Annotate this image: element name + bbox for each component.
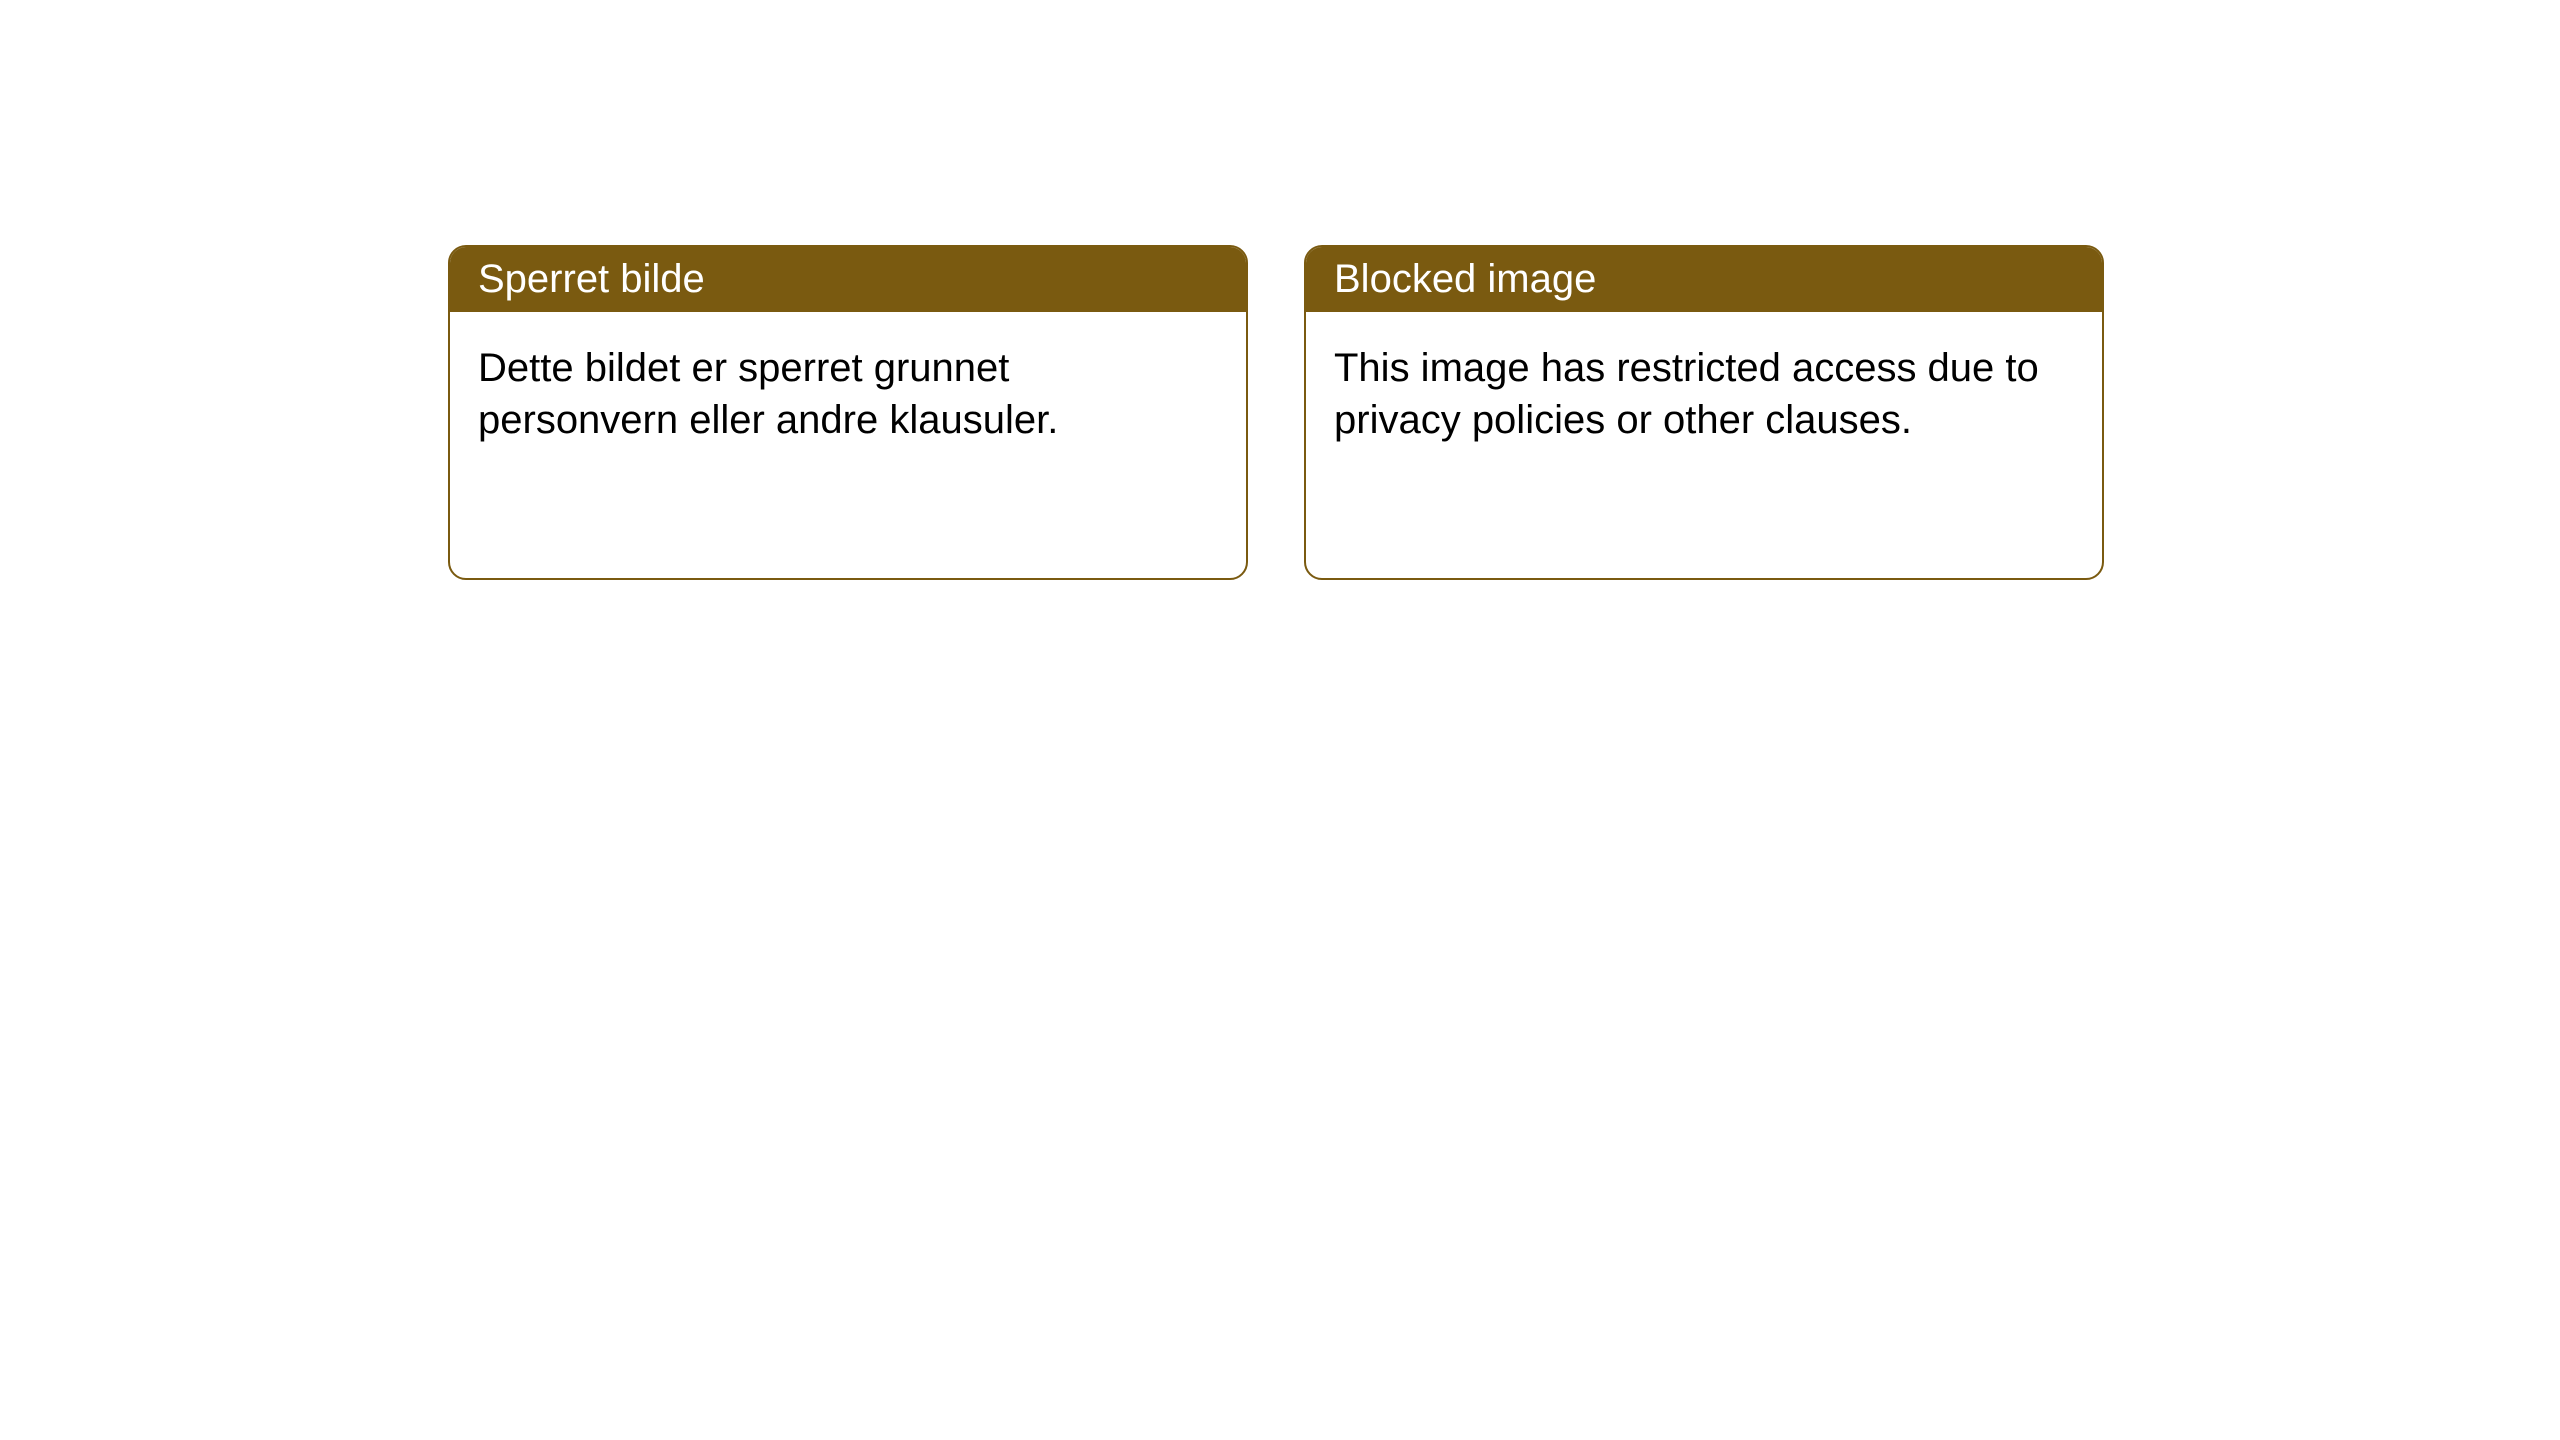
card-header-en: Blocked image [1306, 247, 2102, 312]
card-message-en: This image has restricted access due to … [1334, 346, 2039, 442]
blocked-image-card-en: Blocked image This image has restricted … [1304, 245, 2104, 580]
card-title-en: Blocked image [1334, 257, 1596, 301]
card-header-no: Sperret bilde [450, 247, 1246, 312]
cards-container: Sperret bilde Dette bildet er sperret gr… [448, 245, 2104, 580]
card-title-no: Sperret bilde [478, 257, 705, 301]
blocked-image-card-no: Sperret bilde Dette bildet er sperret gr… [448, 245, 1248, 580]
card-message-no: Dette bildet er sperret grunnet personve… [478, 346, 1058, 442]
card-body-no: Dette bildet er sperret grunnet personve… [450, 312, 1246, 476]
card-body-en: This image has restricted access due to … [1306, 312, 2102, 476]
